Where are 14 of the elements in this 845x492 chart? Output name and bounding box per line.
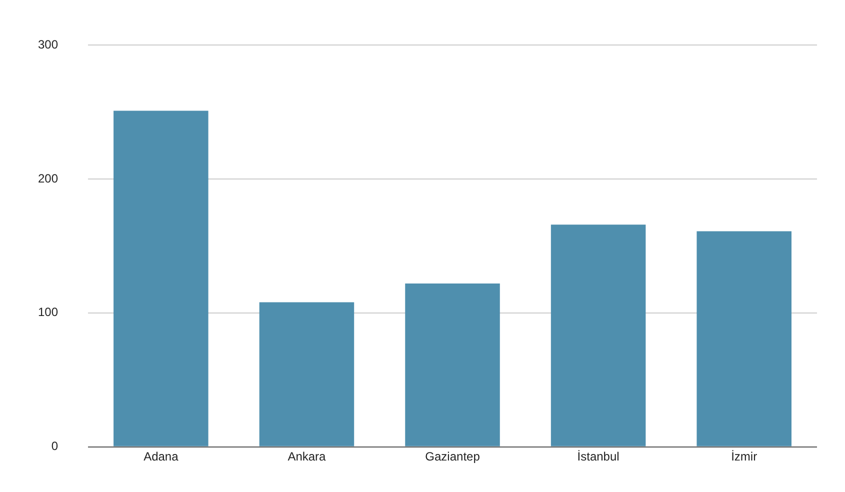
x-tick-label: İstanbul: [577, 449, 620, 464]
x-tick-label: Ankara: [288, 449, 326, 464]
bar: [696, 231, 792, 446]
y-tick-label: 200: [38, 171, 58, 186]
bar: [550, 224, 646, 446]
x-tick-label: Adana: [144, 449, 179, 464]
bar: [405, 283, 500, 446]
y-tick-label: 0: [51, 439, 58, 454]
bar: [114, 110, 208, 446]
y-tick-label: 300: [38, 38, 58, 52]
x-tick-label: İzmir: [731, 449, 758, 464]
bar: [259, 302, 354, 446]
y-tick-label: 100: [38, 305, 58, 320]
x-tick-label: Gaziantep: [425, 449, 480, 464]
